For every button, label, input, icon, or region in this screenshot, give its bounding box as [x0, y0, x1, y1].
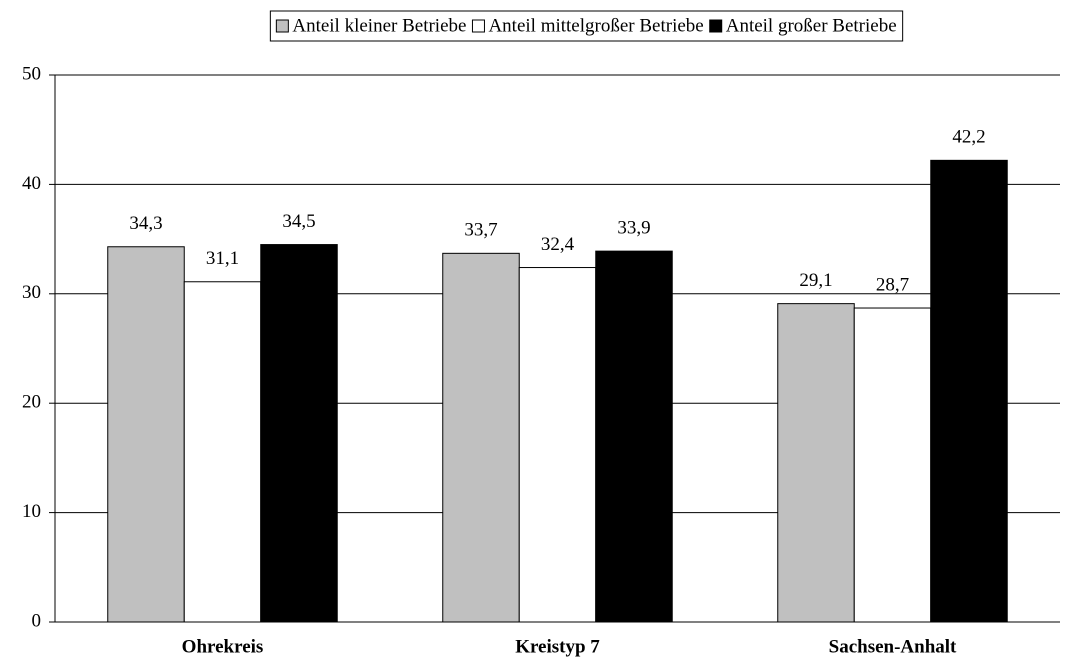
bar [107, 246, 185, 623]
bar [518, 267, 597, 623]
legend-box [269, 10, 904, 42]
value-label: 31,1 [206, 248, 239, 269]
value-label: 34,5 [282, 211, 315, 232]
legend-swatch [275, 19, 289, 33]
bar [183, 281, 262, 623]
x-tick-label: Kreistyp 7 [515, 636, 600, 657]
legend-label: Anteil kleiner Betriebe [292, 15, 466, 36]
legend-label: Anteil mittelgroßer Betriebe [488, 15, 703, 36]
y-tick-label: 30 [22, 282, 41, 303]
bar [595, 250, 673, 623]
legend-label: Anteil großer Betriebe [726, 15, 897, 36]
value-label: 42,2 [952, 127, 985, 148]
legend-swatch [709, 19, 723, 33]
value-label: 33,9 [617, 217, 650, 238]
bar [777, 303, 855, 623]
bar [442, 252, 520, 623]
bar [930, 159, 1008, 623]
x-tick-label: Sachsen-Anhalt [829, 636, 957, 657]
y-tick-label: 40 [22, 173, 41, 194]
value-label: 29,1 [799, 270, 832, 291]
value-label: 32,4 [541, 234, 575, 255]
y-tick-label: 10 [22, 501, 41, 522]
value-label: 33,7 [464, 220, 497, 241]
y-tick-label: 20 [22, 392, 41, 413]
legend-swatch [471, 19, 485, 33]
bar [853, 307, 932, 623]
y-tick-label: 50 [22, 63, 41, 84]
value-label: 34,3 [129, 213, 162, 234]
y-tick-label: 0 [32, 610, 42, 631]
x-tick-label: Ohrekreis [182, 636, 264, 657]
bar [260, 244, 338, 623]
value-label: 28,7 [876, 274, 909, 295]
